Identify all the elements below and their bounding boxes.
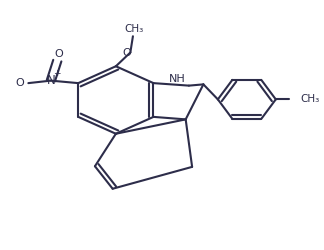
Text: N: N bbox=[47, 74, 55, 87]
Text: +: + bbox=[53, 69, 61, 78]
Text: CH₃: CH₃ bbox=[124, 24, 144, 34]
Text: O: O bbox=[54, 50, 63, 59]
Text: O: O bbox=[15, 78, 24, 88]
Text: O: O bbox=[122, 48, 131, 58]
Text: CH₃: CH₃ bbox=[300, 94, 319, 104]
Text: NH: NH bbox=[168, 74, 185, 85]
